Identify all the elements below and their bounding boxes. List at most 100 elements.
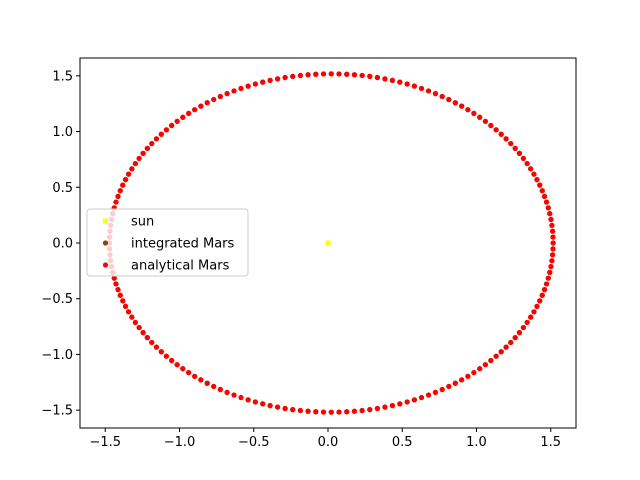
data-point [543,199,550,205]
data-point [211,96,217,103]
data-point [290,407,296,413]
data-point [198,377,204,383]
data-point [163,127,169,133]
x-tick-label: −0.5 [238,435,270,450]
data-point [534,303,540,309]
data-point [488,357,494,364]
legend-entry: sun [103,215,154,230]
data-point [305,408,311,414]
data-point [136,324,142,331]
data-point [238,394,244,401]
data-point [231,88,237,94]
data-point [465,373,471,379]
legend: sun integrated Mars analytical Mars [86,208,249,277]
data-point [520,324,527,331]
data-point [180,114,186,120]
data-point [471,110,477,117]
data-point [524,160,530,167]
data-point [113,199,119,205]
data-point [432,389,439,395]
data-point [539,188,545,194]
y-tick-label: 0.0 [52,237,73,252]
data-point [344,409,350,415]
data-point [245,397,251,403]
data-point [290,73,296,79]
y-tick-label: −1.0 [41,348,73,363]
data-point [543,281,550,287]
data-point [528,314,534,320]
data-point [512,145,518,151]
x-tick-label: 0.0 [318,435,339,450]
data-point [136,155,142,162]
data-point [117,188,123,194]
data-point [122,303,129,309]
data-point [488,122,494,129]
data-point [498,349,504,355]
data-point [477,366,483,372]
legend-label: integrated Mars [131,237,235,252]
data-point [169,357,175,364]
data-point [120,298,126,304]
data-point [482,362,488,368]
data-point [238,85,244,92]
data-point [153,136,160,142]
data-point [132,319,138,326]
data-point [211,383,217,390]
data-point [534,177,540,183]
data-point [320,71,327,77]
data-point [397,401,403,407]
legend-box [86,208,249,277]
data-point [192,373,198,379]
y-tick-label: 1.5 [52,69,73,84]
data-point [129,166,135,172]
data-point [548,216,554,223]
data-point [503,344,509,350]
data-point [351,408,358,414]
data-point [359,407,365,414]
legend-marker [102,262,109,268]
data-point [550,240,556,246]
data-point [539,292,545,298]
x-tick-label: 1.5 [540,435,561,450]
data-point [459,103,465,109]
data-point [397,79,403,85]
data-point [198,103,204,109]
data-point [328,71,334,77]
data-point [389,403,396,409]
data-point [113,281,119,287]
plot-area [79,57,577,429]
data-point [508,339,514,346]
data-point [217,386,223,393]
data-point [548,263,554,270]
data-point [282,405,288,412]
x-tick-label: −1.5 [89,435,121,450]
data-point [204,380,210,386]
data-point [374,74,380,81]
data-point [549,258,555,264]
data-point [313,71,319,77]
data-point [320,409,327,415]
data-point [547,269,553,275]
data-point [516,150,523,156]
x-tick-label: 0.5 [392,435,413,450]
data-point [508,140,514,147]
data-point [245,83,251,89]
data-point [115,193,121,199]
data-point [547,211,553,217]
data-point [367,73,373,79]
data-point [459,377,465,383]
data-point [404,399,410,405]
data-point [512,335,518,341]
data-point [111,275,117,281]
data-point [267,403,273,409]
data-point [125,309,132,315]
data-point [549,228,556,234]
data-point [516,330,523,336]
data-point [404,81,410,87]
data-point [520,155,527,162]
data-point [389,77,396,83]
legend-marker [102,240,109,246]
data-point [471,369,477,376]
data-point [144,145,150,151]
